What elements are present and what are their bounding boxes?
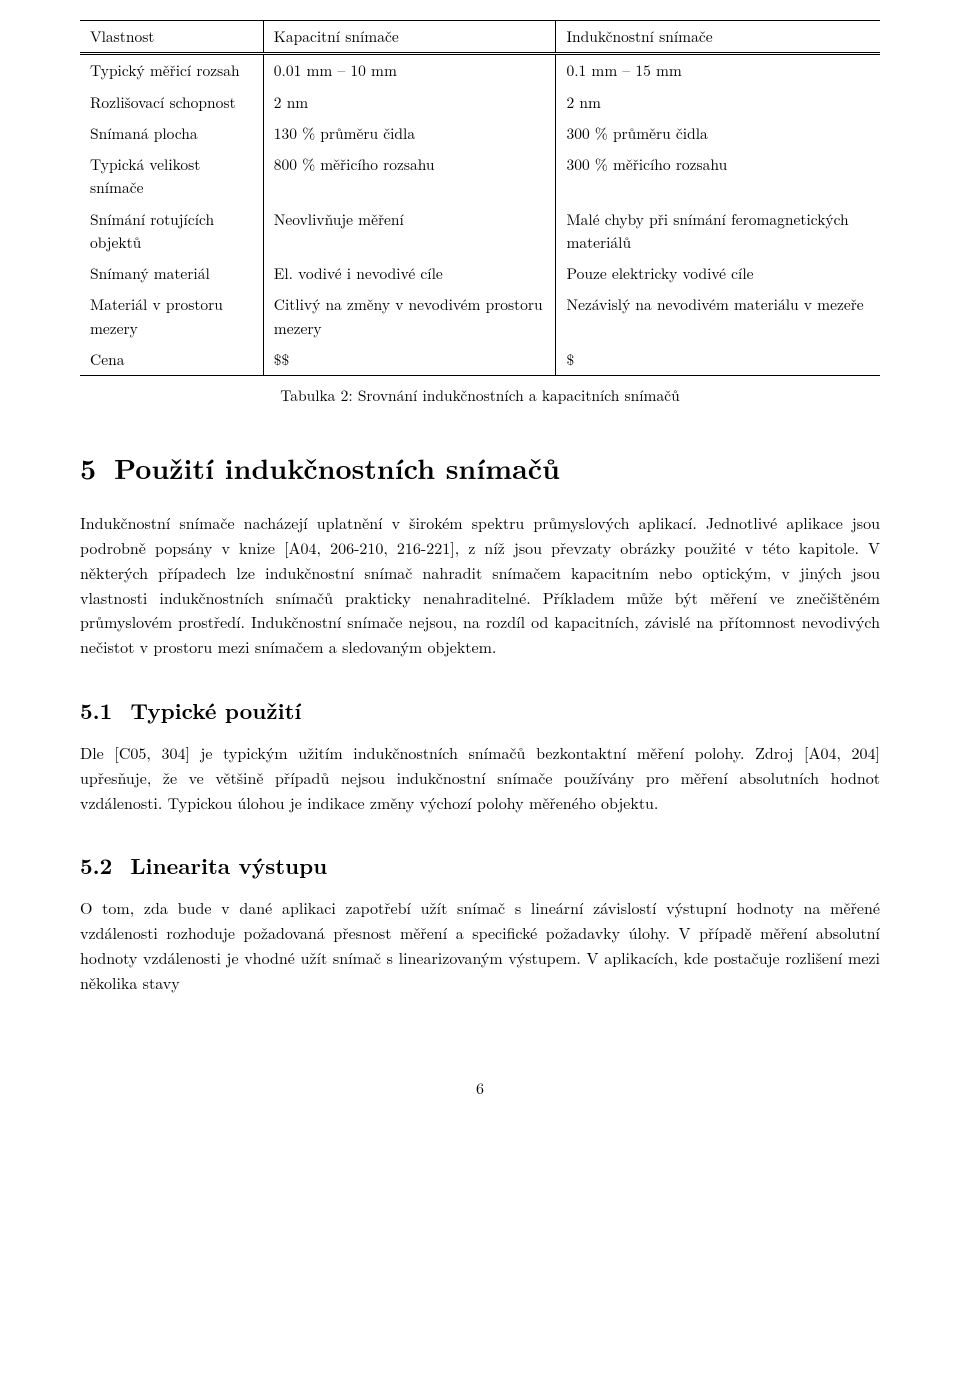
table-cell: Snímaná plocha bbox=[80, 118, 263, 149]
table-row: Snímaná plocha 130 % průměru čidla 300 %… bbox=[80, 118, 880, 149]
table-row: Typický měřicí rozsah 0.01 mm – 10 mm 0.… bbox=[80, 54, 880, 87]
section-title-text: Použití indukčnostních snímačů bbox=[114, 448, 560, 488]
table-cell: $ bbox=[556, 344, 880, 376]
table-cell: 2 nm bbox=[263, 87, 556, 118]
section-5-paragraph: Indukčnostní snímače nacházejí uplatnění… bbox=[80, 511, 880, 660]
table-row: Snímaný materiál El. vodivé i nevodivé c… bbox=[80, 258, 880, 289]
table-cell: 300 % měřicího rozsahu bbox=[556, 149, 880, 204]
section-5-1-paragraph: Dle [C05, 304] je typickým užitím indukč… bbox=[80, 741, 880, 815]
table-row: Typická velikost snímače 800 % měřicího … bbox=[80, 149, 880, 204]
table-cell: 0.01 mm – 10 mm bbox=[263, 54, 556, 87]
table-cell: Snímaný materiál bbox=[80, 258, 263, 289]
table-cell: Pouze elektricky vodivé cíle bbox=[556, 258, 880, 289]
table-row: Snímání rotujících objektů Neovlivňuje m… bbox=[80, 204, 880, 259]
table-cell: Rozlišovací schopnost bbox=[80, 87, 263, 118]
section-5-2-heading: 5.2 Linearita výstupu bbox=[80, 849, 880, 882]
table-row: Cena $$ $ bbox=[80, 344, 880, 376]
subsection-title-text: Typické použití bbox=[130, 695, 301, 726]
table-header-cell: Kapacitní snímače bbox=[263, 21, 556, 54]
table-cell: Materiál v prostoru mezery bbox=[80, 289, 263, 344]
table-cell: Snímání rotujících objektů bbox=[80, 204, 263, 259]
table-header-cell: Vlastnost bbox=[80, 21, 263, 54]
section-5-2-paragraph: O tom, zda bude v dané aplikaci zapotřeb… bbox=[80, 896, 880, 995]
section-5-heading: 5 Použití indukčnostních snímačů bbox=[80, 447, 880, 489]
subsection-number: 5.2 bbox=[80, 850, 112, 881]
table-cell: 300 % průměru čidla bbox=[556, 118, 880, 149]
table-cell: Typická velikost snímače bbox=[80, 149, 263, 204]
subsection-number: 5.1 bbox=[80, 695, 112, 726]
table-cell: Citlivý na změny v nevodivém prostoru me… bbox=[263, 289, 556, 344]
table-cell: Typický měřicí rozsah bbox=[80, 54, 263, 87]
table-header-cell: Indukčnostní snímače bbox=[556, 21, 880, 54]
table-cell: 2 nm bbox=[556, 87, 880, 118]
table-cell: Malé chyby při snímání feromagnetických … bbox=[556, 204, 880, 259]
table-cell: 0.1 mm – 15 mm bbox=[556, 54, 880, 87]
table-cell: 130 % průměru čidla bbox=[263, 118, 556, 149]
table-caption: Tabulka 2: Srovnání indukčnostních a kap… bbox=[80, 384, 880, 407]
table-row: Materiál v prostoru mezery Citlivý na zm… bbox=[80, 289, 880, 344]
table-cell: $$ bbox=[263, 344, 556, 376]
section-5-1-heading: 5.1 Typické použití bbox=[80, 694, 880, 727]
comparison-table: Vlastnost Kapacitní snímače Indukčnostní… bbox=[80, 20, 880, 376]
table-row: Rozlišovací schopnost 2 nm 2 nm bbox=[80, 87, 880, 118]
subsection-title-text: Linearita výstupu bbox=[130, 850, 327, 881]
section-number: 5 bbox=[80, 448, 96, 488]
table-cell: Nezávislý na nevodivém materiálu v mezeř… bbox=[556, 289, 880, 344]
table-cell: El. vodivé i nevodivé cíle bbox=[263, 258, 556, 289]
page-number: 6 bbox=[80, 1076, 880, 1100]
table-cell: 800 % měřicího rozsahu bbox=[263, 149, 556, 204]
table-cell: Neovlivňuje měření bbox=[263, 204, 556, 259]
table-header-row: Vlastnost Kapacitní snímače Indukčnostní… bbox=[80, 21, 880, 54]
table-cell: Cena bbox=[80, 344, 263, 376]
